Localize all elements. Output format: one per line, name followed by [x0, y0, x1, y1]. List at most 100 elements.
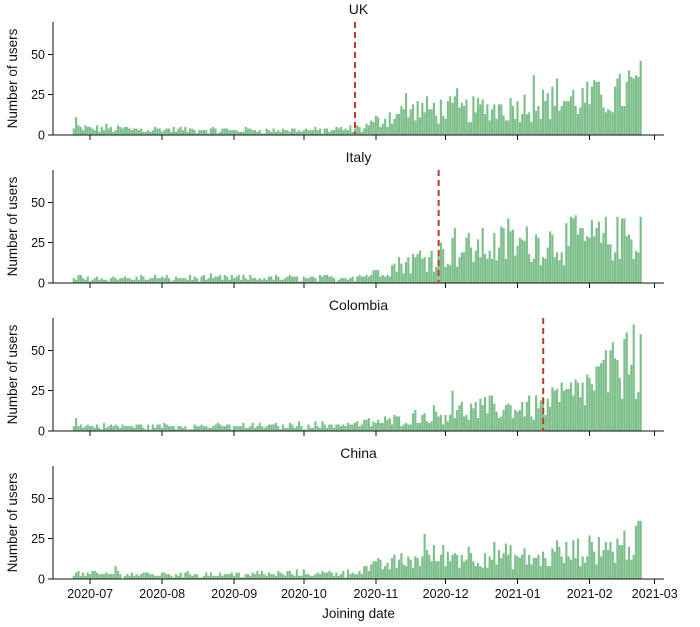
bar [212, 426, 215, 431]
bar [332, 130, 336, 135]
bar [193, 574, 196, 579]
bar [393, 414, 396, 431]
bar [151, 130, 154, 135]
y-tick-label: 50 [31, 48, 45, 62]
bar [458, 567, 461, 579]
bar [351, 131, 354, 135]
bar [358, 274, 361, 283]
bar [177, 278, 180, 283]
bar [525, 226, 528, 283]
bar [305, 278, 308, 283]
bar [93, 427, 96, 431]
bar [379, 126, 382, 135]
bar [100, 278, 103, 283]
bar [616, 78, 619, 135]
bar [502, 553, 505, 579]
bar [627, 374, 631, 431]
bar [435, 266, 438, 283]
bar [307, 130, 310, 135]
bar [349, 574, 352, 579]
bar [328, 424, 331, 431]
bar [516, 245, 519, 283]
bar [170, 426, 173, 431]
bar [102, 422, 106, 431]
bar [456, 88, 459, 135]
bar [481, 405, 484, 431]
bar [151, 424, 154, 431]
bar [467, 122, 470, 135]
bar [295, 426, 298, 431]
bar [539, 265, 542, 283]
bar [562, 101, 566, 135]
bar [119, 126, 122, 135]
bar [379, 276, 382, 283]
bar [614, 562, 617, 579]
bar [460, 102, 463, 135]
bar [388, 418, 391, 431]
bar [523, 94, 526, 135]
bar [558, 546, 561, 579]
bar [609, 244, 612, 283]
bar [439, 414, 442, 431]
panel-2: 0 25 50 Colombia Number of users [5, 297, 664, 439]
bar [202, 130, 205, 135]
bar [430, 421, 433, 431]
bar [488, 395, 491, 431]
bar [388, 569, 391, 579]
bar [442, 545, 445, 579]
bar [316, 572, 319, 579]
bar [237, 426, 240, 431]
bar [532, 419, 535, 431]
bar [77, 125, 80, 135]
bar [277, 130, 280, 135]
bar [221, 426, 224, 431]
bar [98, 427, 101, 431]
bar [240, 577, 243, 579]
bar [618, 258, 621, 283]
bar [107, 128, 110, 135]
bar [553, 105, 556, 135]
bar [89, 574, 92, 579]
bar [177, 128, 180, 135]
bar [437, 255, 440, 283]
bar [614, 358, 617, 431]
bar [288, 422, 291, 431]
bar [112, 574, 115, 579]
bar [144, 572, 147, 579]
bar [256, 426, 259, 431]
bar [330, 424, 333, 431]
bar [123, 575, 126, 579]
bar [330, 130, 333, 135]
bar [195, 133, 199, 135]
bar [511, 418, 514, 431]
x-tick-label: 2021-01 [495, 587, 541, 601]
bar [349, 424, 352, 431]
bar [607, 392, 610, 431]
bar [323, 572, 326, 579]
bar [621, 218, 624, 283]
bar [135, 276, 138, 283]
bar [500, 104, 503, 135]
bar [244, 574, 247, 579]
bar [558, 401, 561, 431]
bar [323, 274, 326, 283]
bar [421, 556, 424, 579]
bar [284, 130, 287, 135]
bar [360, 574, 363, 579]
bar [135, 424, 138, 431]
bar [588, 104, 591, 135]
bar [600, 94, 603, 135]
bar [288, 570, 291, 579]
bar [593, 80, 596, 135]
bar [337, 279, 340, 283]
bar [228, 424, 231, 431]
bar [504, 258, 507, 283]
y-tick-label: 0 [38, 129, 45, 143]
bar [154, 427, 157, 431]
bar [272, 574, 275, 579]
bar [265, 575, 268, 579]
bar [316, 130, 319, 135]
bar [272, 279, 275, 283]
bar [453, 228, 456, 283]
bar [363, 128, 366, 135]
